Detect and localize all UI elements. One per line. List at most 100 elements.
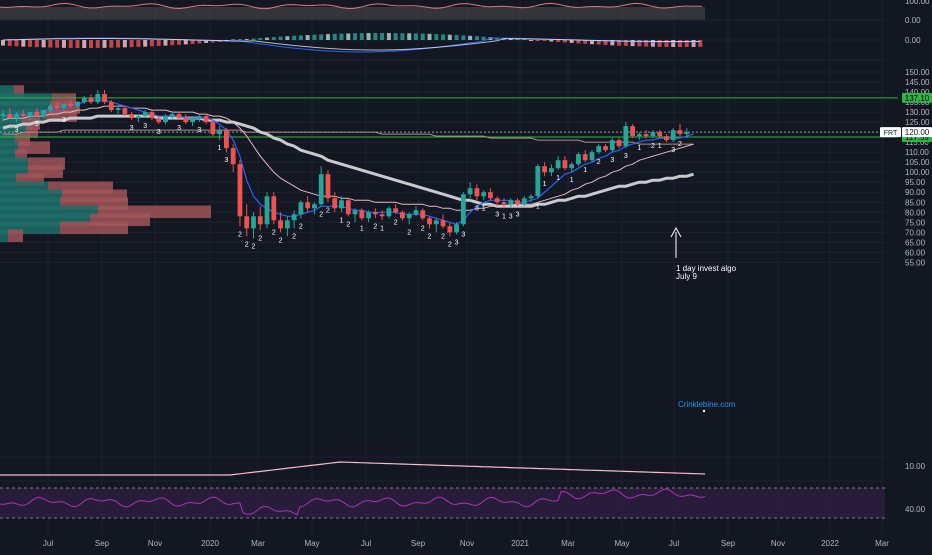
candle-body (657, 132, 663, 137)
candles[interactable] (0, 90, 690, 239)
top-panel-b-bar (549, 40, 554, 42)
candle-body (95, 94, 101, 103)
top-panel-b-bar (55, 40, 60, 48)
top-panel-b-bar (603, 40, 608, 45)
price-axis-tick: 150.00 (905, 68, 930, 77)
candle-body (129, 114, 135, 119)
candle-body (420, 210, 426, 219)
top-panel-b-bar (589, 40, 594, 45)
top-panel-b-bar (265, 37, 270, 40)
top-panel-b-bar (298, 35, 303, 40)
time-axis-label: Sep (721, 539, 736, 548)
pivot-label: 2 (346, 221, 350, 228)
candle-body (163, 116, 168, 123)
price-axis-tick: 85.00 (905, 198, 926, 207)
top-panel-b-bar (441, 34, 446, 40)
candle-body (332, 198, 338, 209)
time-axis[interactable]: Jul Sep Nov 2020 Mar May Jul Sep Nov 2021 Mar May Ju… (43, 539, 889, 548)
price-axis-tick: 95.00 (905, 178, 926, 187)
top-panel-b-bar (664, 40, 669, 47)
top-panel-b-bar (373, 33, 378, 40)
top-panel-b-bar (623, 40, 628, 46)
pivot-label: 1 (637, 145, 641, 152)
time-axis-label: 2022 (821, 539, 839, 548)
candle-body (41, 110, 47, 117)
pivot-label: 2 (651, 143, 655, 150)
candle-body (54, 106, 60, 109)
pivot-label: 3 (624, 153, 628, 160)
top-panel-b-bar (28, 40, 33, 47)
pivot-label: 3 (509, 213, 513, 220)
rsi-band (0, 488, 885, 518)
candle-body (636, 134, 642, 137)
top-panel-b-bar (95, 40, 100, 48)
candle-body (34, 112, 40, 117)
candle-body (508, 200, 514, 205)
pivot-label: 3 (455, 239, 459, 246)
pivot-label: 3 (671, 147, 675, 154)
top-panel-b-bar (495, 37, 500, 40)
top-panel-b-bar (434, 34, 439, 40)
top-panel-b-bar (170, 40, 175, 46)
pivot-label: 3 (610, 157, 614, 164)
pivot-label: 3 (197, 127, 201, 134)
rsi-line (0, 488, 706, 516)
price-axis-tick: 115.00 (905, 138, 929, 147)
candle-body (535, 166, 541, 197)
top-panel-b-bar (488, 37, 493, 40)
pivot-label: 2 (245, 241, 249, 248)
pivot-label: 3 (157, 129, 161, 136)
candle-body (582, 154, 588, 161)
horizontal-levels[interactable] (0, 97, 898, 138)
candle-body (623, 126, 629, 147)
price-axis-tick: 100.00 (905, 168, 930, 177)
time-axis-label: 2021 (511, 539, 529, 548)
candle-body (562, 160, 568, 169)
top-panel-b-bar (102, 40, 107, 48)
pivot-label: 2 (597, 159, 601, 166)
pivot-label: 1 (360, 225, 364, 232)
candle-body (467, 188, 473, 195)
price-axis-tick: 125.00 (905, 118, 930, 127)
pivot-label: 2 (279, 237, 283, 244)
top-panel-b-bar (149, 40, 154, 47)
candle-body (670, 130, 676, 141)
time-axis-label: Nov (148, 539, 162, 548)
top-panel-b-bar (251, 38, 256, 40)
pivot-label: 3 (143, 123, 147, 130)
top-panel-b-bar (413, 33, 418, 40)
time-axis-label: Mar (251, 539, 265, 548)
price-axis-tick: 130.00 (905, 108, 930, 117)
candle-body (149, 112, 155, 119)
pivot-label: 2 (428, 233, 432, 240)
top-panel-b-bar (481, 36, 486, 40)
candle-body (406, 214, 412, 219)
symbol-badge (880, 127, 901, 138)
candle-body (400, 212, 405, 219)
price-axis-tick: 80.00 (905, 208, 926, 217)
pivot-label: 1 (218, 145, 222, 152)
top-panel-b-bar (75, 40, 80, 48)
top-panel-b-bar (474, 36, 479, 40)
candle-body (75, 102, 80, 107)
top-panel-b-bar (1, 40, 5, 46)
top-panel-b-bar (508, 38, 513, 40)
top-panel-b-bar (454, 35, 459, 40)
pivot-label: 1 (583, 167, 587, 174)
top-panel-a-line (0, 2, 703, 10)
pivot-label: 1 (340, 217, 344, 224)
top-panel-b-bar (339, 33, 344, 40)
volume-profile (0, 85, 211, 243)
candle-body (616, 140, 622, 147)
candle-body (521, 198, 527, 205)
candle-body (257, 216, 263, 225)
top-panel-b-bar (468, 35, 473, 40)
candle-body (454, 224, 459, 233)
price-axis-tick: 70.00 (905, 228, 926, 237)
top-panel-b-bar (698, 40, 703, 47)
top-panel-b-bar (197, 40, 202, 44)
candle-body (81, 98, 87, 103)
